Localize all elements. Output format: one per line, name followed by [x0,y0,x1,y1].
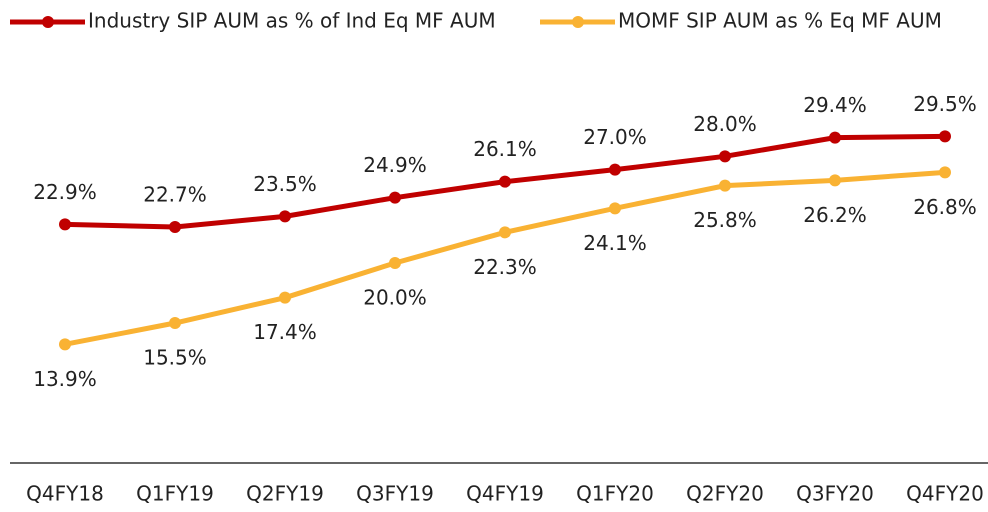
data-label: 24.9% [363,153,427,177]
point [389,257,401,269]
point [609,202,621,215]
point [829,174,841,187]
data-label: 26.8% [913,195,977,219]
x-tick-label: Q2FY20 [686,482,764,506]
data-label: 23.5% [253,172,317,196]
point [169,317,181,329]
point [279,291,291,304]
data-label: 22.9% [33,180,97,204]
data-label: 29.5% [913,92,977,116]
point [719,179,731,192]
legend-label: MOMF SIP AUM as % Eq MF AUM [618,9,942,33]
point [389,191,401,204]
x-tick-label: Q4FY18 [26,482,104,506]
x-tick-label: Q4FY20 [906,482,984,506]
point [829,131,841,144]
x-tick-label: Q2FY19 [246,482,324,506]
point [279,210,291,223]
data-label: 26.2% [803,203,867,227]
data-label: 26.1% [473,137,537,161]
legend-marker [42,16,54,28]
data-label: 22.3% [473,255,537,279]
data-label: 17.4% [253,320,317,344]
point [609,163,621,176]
point [939,166,951,179]
data-label: 22.7% [143,183,207,207]
x-tick-label: Q1FY20 [576,482,654,506]
data-label: 29.4% [803,93,867,117]
x-tick-label: Q4FY19 [466,482,544,506]
data-label: 20.0% [363,286,427,310]
legend-label: Industry SIP AUM as % of Ind Eq MF AUM [88,9,496,33]
legend-marker [572,16,584,28]
point [719,150,731,163]
point [499,175,511,188]
data-label: 15.5% [143,346,207,370]
data-label: 25.8% [693,208,757,232]
point [499,226,511,239]
x-tick-label: Q3FY20 [796,482,874,506]
data-label: 13.9% [33,367,97,391]
data-label: 27.0% [583,125,647,149]
point [939,130,951,143]
point [59,218,71,231]
point [169,221,181,233]
data-label: 24.1% [583,231,647,255]
x-tick-label: Q3FY19 [356,482,434,506]
data-label: 28.0% [693,112,757,136]
x-tick-label: Q1FY19 [136,482,214,506]
point [59,338,71,351]
